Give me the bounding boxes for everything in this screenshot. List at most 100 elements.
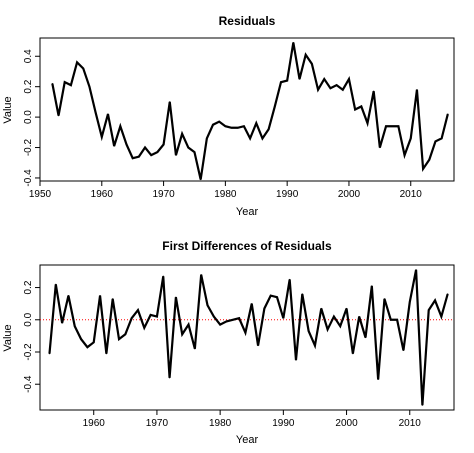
data-point xyxy=(225,320,228,322)
data-point xyxy=(244,332,247,334)
data-point xyxy=(280,81,282,83)
data-point xyxy=(352,353,354,355)
data-point xyxy=(237,127,239,129)
data-point xyxy=(308,330,310,332)
data-point xyxy=(51,83,53,85)
data-point xyxy=(107,113,109,115)
y-axis-ticks: -0.4 -0.2 0.0 0.2 xyxy=(23,280,40,393)
data-point xyxy=(289,278,291,281)
data-point xyxy=(383,298,386,300)
data-point xyxy=(143,327,145,329)
data-point xyxy=(371,285,373,287)
y-tick-label: 0.2 xyxy=(23,280,34,294)
data-point xyxy=(224,125,226,127)
x-axis-label: Year xyxy=(236,206,259,218)
data-point xyxy=(181,333,183,335)
data-point xyxy=(156,315,158,318)
data-point xyxy=(125,143,128,146)
data-point xyxy=(385,125,387,127)
x-tick-label: 1990 xyxy=(272,418,295,429)
x-tick-label: 2000 xyxy=(335,418,358,429)
data-point xyxy=(403,154,406,156)
data-point xyxy=(447,293,449,295)
y-tick-label: 0.0 xyxy=(23,312,34,326)
data-point xyxy=(76,61,78,63)
data-point xyxy=(292,41,294,44)
plot-frame xyxy=(39,37,455,182)
data-point xyxy=(251,303,253,305)
data-point xyxy=(410,137,412,139)
y-axis-ticks: -0.4 -0.2 0.0 0.2 0.4 xyxy=(23,49,40,187)
data-point xyxy=(175,296,177,298)
x-tick-label: 1980 xyxy=(214,189,237,200)
data-point xyxy=(175,154,177,156)
data-point xyxy=(326,328,329,331)
data-point xyxy=(373,90,375,92)
data-point xyxy=(131,317,133,319)
data-point xyxy=(150,154,152,156)
data-point xyxy=(282,317,284,319)
data-point xyxy=(64,81,66,83)
data-point xyxy=(200,274,202,276)
data-point xyxy=(317,89,319,91)
data-point xyxy=(409,301,411,303)
data-point xyxy=(366,122,369,124)
data-point xyxy=(193,151,196,153)
y-tick-label: 0.2 xyxy=(23,79,34,93)
data-point xyxy=(232,319,234,321)
y-tick-label: -0.2 xyxy=(23,138,34,156)
data-point xyxy=(333,315,335,318)
data-point xyxy=(55,283,57,285)
x-tick-label: 1950 xyxy=(29,189,52,200)
data-point xyxy=(82,67,84,70)
data-point xyxy=(364,336,367,339)
x-tick-label: 1970 xyxy=(146,418,169,429)
data-point xyxy=(238,317,240,319)
data-point xyxy=(345,307,348,310)
x-tick-label: 2010 xyxy=(400,189,423,200)
data-point xyxy=(187,146,189,149)
data-point xyxy=(434,299,436,302)
data-point xyxy=(415,269,417,271)
data-point xyxy=(336,84,338,86)
y-axis-label: Value xyxy=(2,324,14,351)
data-point xyxy=(61,322,63,324)
data-point xyxy=(105,353,107,355)
data-point xyxy=(377,378,379,380)
data-point xyxy=(212,124,214,126)
data-point xyxy=(422,168,424,170)
data-point xyxy=(295,359,297,361)
x-tick-label: 2010 xyxy=(399,418,422,429)
data-point xyxy=(67,295,70,297)
series-line xyxy=(48,269,449,406)
data-point xyxy=(101,136,103,138)
data-point xyxy=(194,348,196,350)
data-point xyxy=(416,89,418,91)
data-point xyxy=(249,137,251,139)
x-tick-label: 1990 xyxy=(276,189,299,200)
data-point xyxy=(379,146,381,149)
plot-frame xyxy=(39,264,455,411)
data-point xyxy=(88,86,91,88)
data-point xyxy=(274,105,276,108)
data-point xyxy=(112,298,114,300)
data-point xyxy=(118,338,120,340)
data-point xyxy=(206,137,208,139)
data-point xyxy=(301,293,303,295)
data-point xyxy=(440,315,442,318)
data-point xyxy=(391,125,393,127)
x-tick-label: 1960 xyxy=(83,418,106,429)
data-point xyxy=(358,315,360,318)
chart-title: First Differences of Residuals xyxy=(162,239,332,253)
data-point xyxy=(428,159,430,161)
y-axis-label: Value xyxy=(2,96,14,123)
data-point xyxy=(342,89,344,91)
data-point xyxy=(447,113,449,115)
data-point xyxy=(48,353,51,355)
data-point xyxy=(206,304,209,306)
x-axis-ticks: 1960 1970 1980 1990 2000 2010 xyxy=(83,410,422,429)
data-point xyxy=(132,157,134,159)
x-tick-label: 1980 xyxy=(209,418,232,429)
data-point xyxy=(181,133,183,135)
